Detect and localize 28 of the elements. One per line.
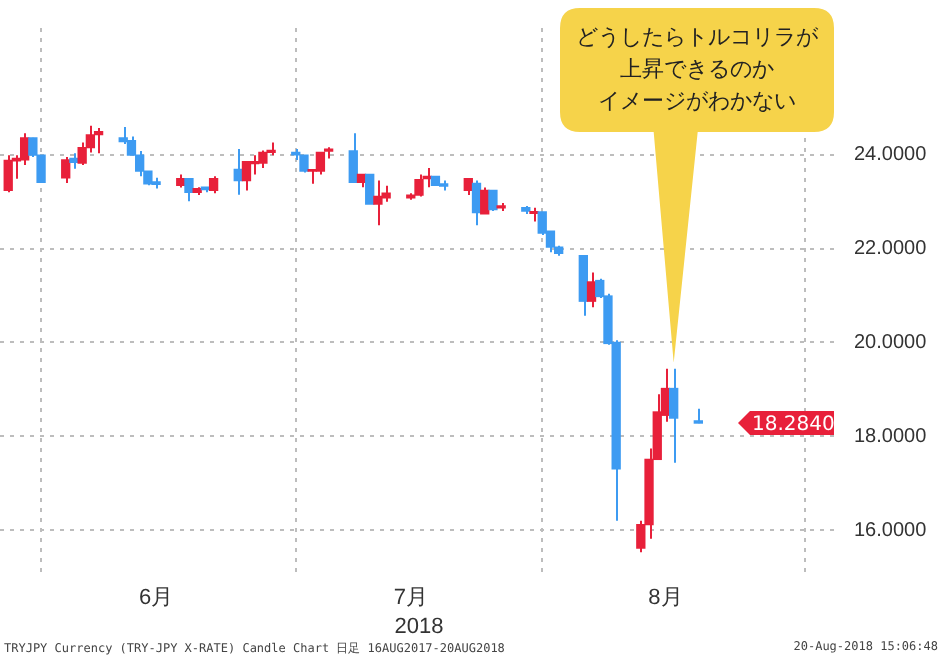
annotation: どうしたらトルコリラが	[574, 24, 820, 52]
candlestick	[61, 156, 71, 184]
candlestick	[488, 189, 498, 213]
candlestick	[3, 154, 13, 194]
candlestick	[373, 179, 383, 227]
x-tick-label: 6月	[138, 586, 174, 611]
y-tick-label: 20.0000	[854, 332, 928, 354]
y-tick-label: 16.0000	[854, 519, 928, 542]
annotation: 上昇できるのか	[618, 56, 776, 84]
speech-bubble: どうしたらトルコリラが 上昇できるのか イメージがわかない	[560, 8, 834, 363]
x-tick-label: 7月	[393, 586, 428, 611]
candlestick	[365, 173, 375, 205]
candlestick	[184, 177, 194, 203]
candlestick	[578, 254, 588, 317]
candlestick	[315, 151, 326, 176]
x-tick-label: 8月	[648, 586, 683, 611]
x-axis-title: 2018	[394, 614, 444, 639]
y-tick-label: 24.0000	[854, 144, 928, 167]
candlestick	[348, 132, 358, 184]
candlestick	[93, 126, 104, 155]
annotation: イメージがわかない	[596, 88, 798, 116]
candlestick	[669, 367, 679, 464]
y-tick-label: 22.0000	[854, 238, 928, 261]
candlestick	[414, 173, 424, 198]
annotation: 18.2840	[752, 414, 835, 437]
y-tick-label: 18.0000	[854, 425, 928, 448]
candlestick	[586, 271, 597, 309]
candlestick	[241, 160, 252, 192]
